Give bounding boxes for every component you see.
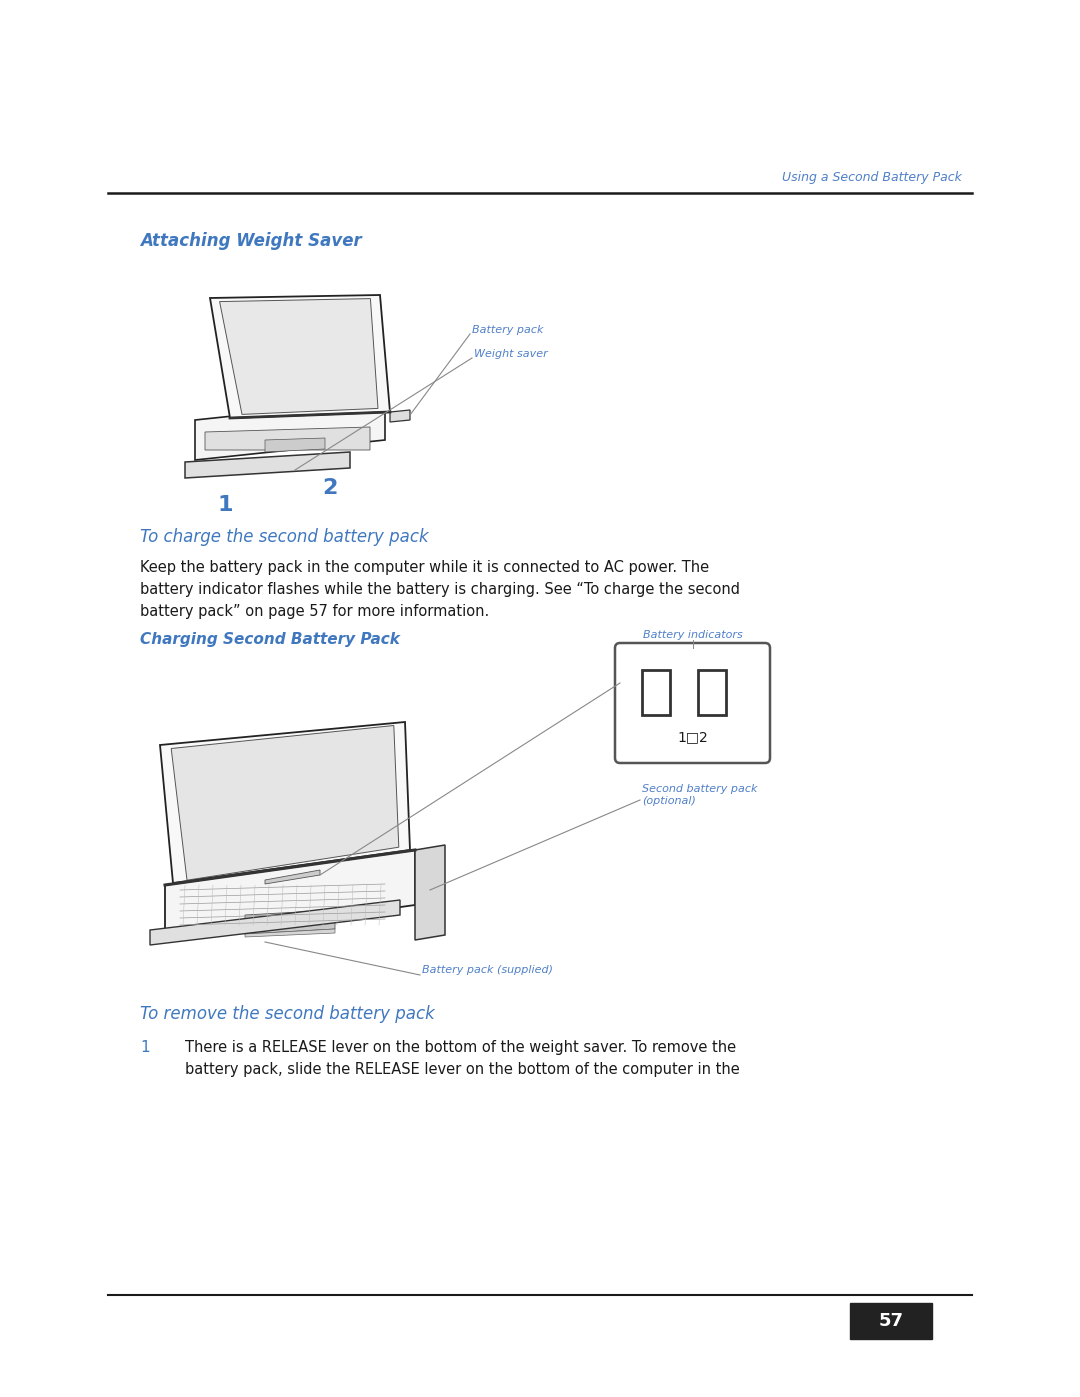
Text: 57: 57	[878, 1312, 904, 1330]
Text: Attaching Weight Saver: Attaching Weight Saver	[140, 232, 362, 250]
Polygon shape	[165, 849, 415, 940]
Bar	[698, 671, 726, 715]
Bar	[642, 671, 670, 715]
Polygon shape	[210, 295, 390, 418]
Bar	[850, 1303, 932, 1338]
FancyBboxPatch shape	[615, 643, 770, 763]
Polygon shape	[219, 299, 378, 415]
Text: Second battery pack
(optional): Second battery pack (optional)	[642, 784, 757, 806]
Text: Charging Second Battery Pack: Charging Second Battery Pack	[140, 631, 400, 647]
Text: Keep the battery pack in the computer while it is connected to AC power. The: Keep the battery pack in the computer wh…	[140, 560, 710, 576]
Polygon shape	[265, 439, 325, 453]
Text: To remove the second battery pack: To remove the second battery pack	[140, 1004, 435, 1023]
Polygon shape	[245, 929, 335, 937]
Polygon shape	[390, 409, 410, 422]
Polygon shape	[160, 722, 410, 883]
Text: Battery pack (supplied): Battery pack (supplied)	[422, 965, 553, 975]
Text: 1□2: 1□2	[677, 731, 707, 745]
Polygon shape	[245, 909, 335, 935]
Polygon shape	[205, 427, 370, 450]
Text: Using a Second Battery Pack: Using a Second Battery Pack	[782, 170, 962, 184]
Text: Battery indicators: Battery indicators	[643, 630, 742, 640]
Polygon shape	[195, 400, 384, 460]
Text: Weight saver: Weight saver	[474, 349, 548, 359]
Text: battery pack, slide the RELEASE lever on the bottom of the computer in the: battery pack, slide the RELEASE lever on…	[185, 1062, 740, 1077]
Polygon shape	[172, 725, 399, 880]
Text: 2: 2	[322, 478, 338, 497]
Text: Battery pack: Battery pack	[472, 326, 543, 335]
Polygon shape	[150, 900, 400, 944]
Text: 1: 1	[217, 495, 233, 515]
Polygon shape	[415, 845, 445, 940]
Text: 1: 1	[140, 1039, 150, 1055]
Polygon shape	[265, 870, 320, 884]
Text: To charge the second battery pack: To charge the second battery pack	[140, 528, 429, 546]
Polygon shape	[185, 453, 350, 478]
Text: battery indicator flashes while the battery is charging. See “To charge the seco: battery indicator flashes while the batt…	[140, 583, 740, 597]
Text: battery pack” on page 57 for more information.: battery pack” on page 57 for more inform…	[140, 604, 489, 619]
Text: There is a RELEASE lever on the bottom of the weight saver. To remove the: There is a RELEASE lever on the bottom o…	[185, 1039, 737, 1055]
